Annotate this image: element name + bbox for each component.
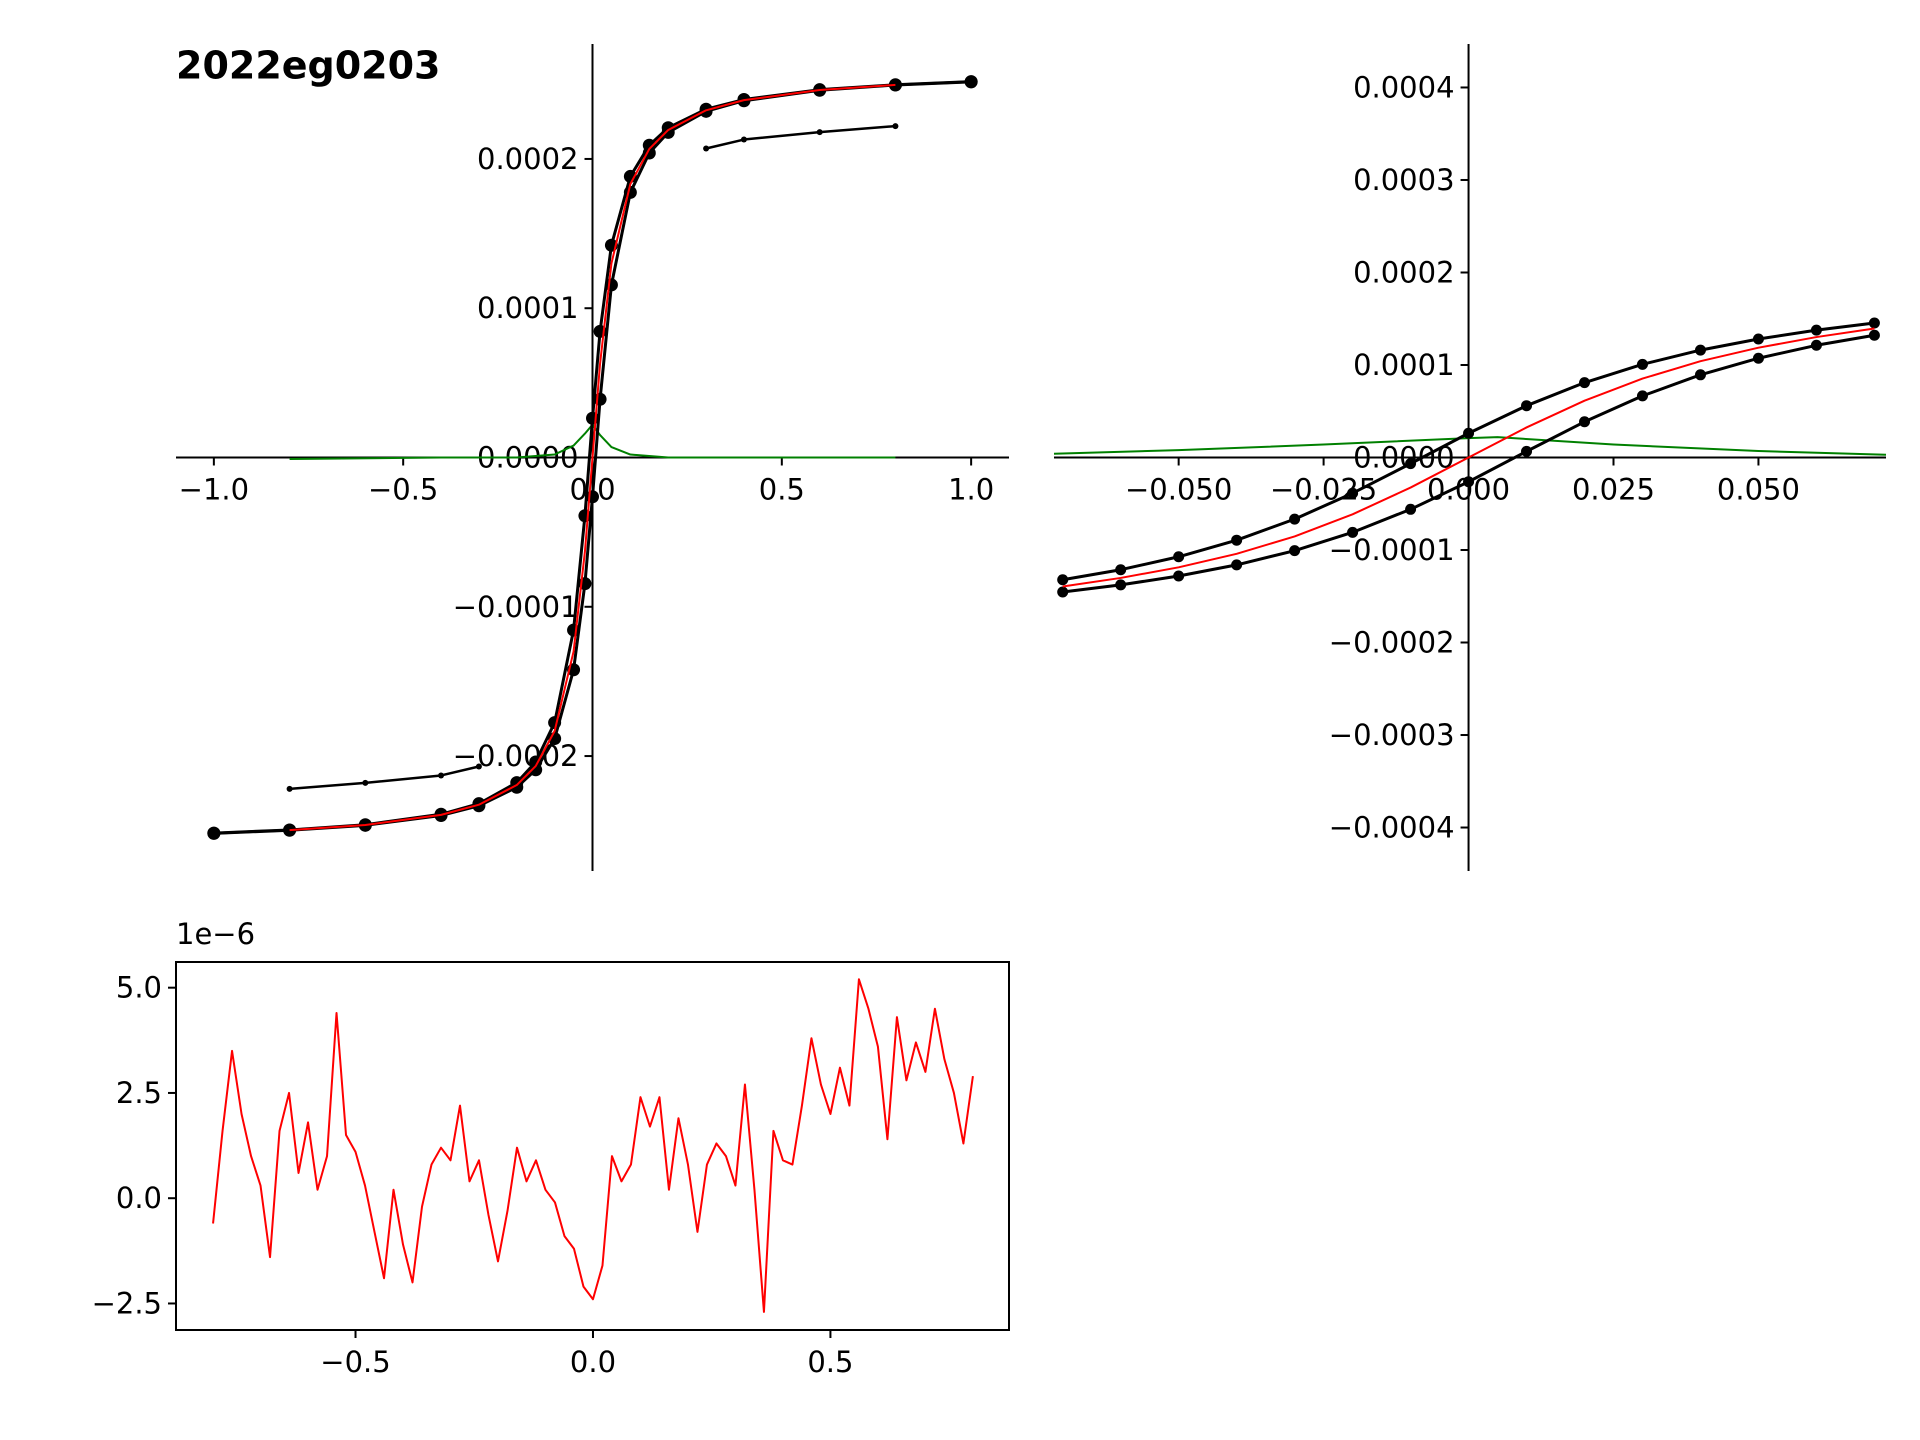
series-line: [1062, 327, 1875, 588]
y-tick-label: 5.0: [116, 971, 162, 1005]
data-point: [586, 490, 599, 504]
data-point: [1579, 377, 1591, 389]
series-line: [289, 83, 896, 832]
x-tick-label: 0.5: [807, 1345, 853, 1379]
data-point: [1810, 324, 1822, 336]
data-point: [1057, 586, 1069, 598]
data-point: [593, 392, 607, 406]
data-point: [1289, 513, 1301, 525]
y-tick-label: 2.5: [116, 1076, 162, 1110]
data-point: [1173, 570, 1185, 582]
x-tick-label: −0.050: [1125, 473, 1232, 507]
data-point: [1868, 329, 1880, 341]
data-point: [1405, 458, 1417, 470]
y-tick-label: 0.0000: [1353, 441, 1454, 475]
y-tick-label: 0.0003: [1353, 163, 1454, 197]
data-point: [1694, 369, 1706, 381]
data-point: [1636, 358, 1648, 370]
data-point: [1752, 333, 1764, 345]
data-point: [1057, 574, 1069, 586]
series-line: [1053, 436, 1887, 456]
x-tick-label: −0.5: [320, 1345, 390, 1379]
data-point: [1810, 339, 1822, 351]
data-point: [1173, 551, 1185, 563]
offset-label: 1e−6: [176, 917, 255, 951]
y-tick-label: −0.0004: [1329, 811, 1455, 845]
data-point: [1636, 390, 1648, 402]
x-tick-label: 1.0: [948, 473, 994, 507]
x-tick-label: 0.5: [759, 473, 805, 507]
data-point: [286, 785, 293, 792]
data-point: [1694, 344, 1706, 356]
data-point: [964, 75, 978, 89]
x-tick-label: −1.0: [179, 473, 249, 507]
data-point: [1752, 352, 1764, 364]
data-point: [475, 763, 482, 770]
data-point: [510, 780, 524, 794]
data-point: [1521, 400, 1533, 412]
data-point: [1868, 317, 1880, 329]
y-tick-label: 0.0004: [1353, 70, 1454, 104]
data-point: [362, 779, 369, 786]
y-tick-label: −0.0001: [1329, 533, 1455, 567]
data-point: [438, 772, 445, 779]
y-tick-label: −2.5: [92, 1286, 162, 1320]
x-tick-label: 0.0: [570, 1345, 616, 1379]
data-point: [1579, 416, 1591, 428]
data-point: [1463, 427, 1475, 439]
x-tick-label: 0.025: [1572, 473, 1655, 507]
y-tick-label: 0.0: [116, 1181, 162, 1215]
data-point: [1289, 545, 1301, 557]
y-tick-label: 0.0001: [1353, 348, 1454, 382]
data-point: [816, 129, 823, 136]
y-tick-label: −0.0002: [1329, 626, 1455, 660]
y-tick-label: 0.0001: [477, 291, 578, 325]
data-point: [740, 136, 747, 143]
y-tick-label: 0.0002: [1353, 255, 1454, 289]
data-point: [1115, 564, 1127, 576]
data-point: [604, 278, 618, 292]
data-point: [1347, 526, 1359, 538]
x-tick-label: 0.050: [1717, 473, 1800, 507]
data-point: [1521, 445, 1533, 457]
data-point: [207, 826, 221, 840]
data-point: [1115, 579, 1127, 591]
series-line: [212, 978, 974, 1313]
data-point: [1347, 487, 1359, 499]
data-point: [283, 823, 297, 837]
y-tick-label: −0.0001: [453, 590, 579, 624]
y-tick-label: 0.0002: [477, 142, 578, 176]
data-point: [529, 763, 543, 777]
y-tick-label: −0.0003: [1329, 718, 1455, 752]
series-line: [289, 124, 896, 791]
data-point: [1463, 476, 1475, 488]
data-point: [1405, 503, 1417, 515]
data-point: [892, 123, 899, 130]
chart-title: 2022eg0203: [176, 44, 441, 88]
data-point: [1231, 534, 1243, 546]
data-point: [703, 145, 710, 152]
x-tick-label: −0.5: [368, 473, 438, 507]
data-point: [1231, 559, 1243, 571]
